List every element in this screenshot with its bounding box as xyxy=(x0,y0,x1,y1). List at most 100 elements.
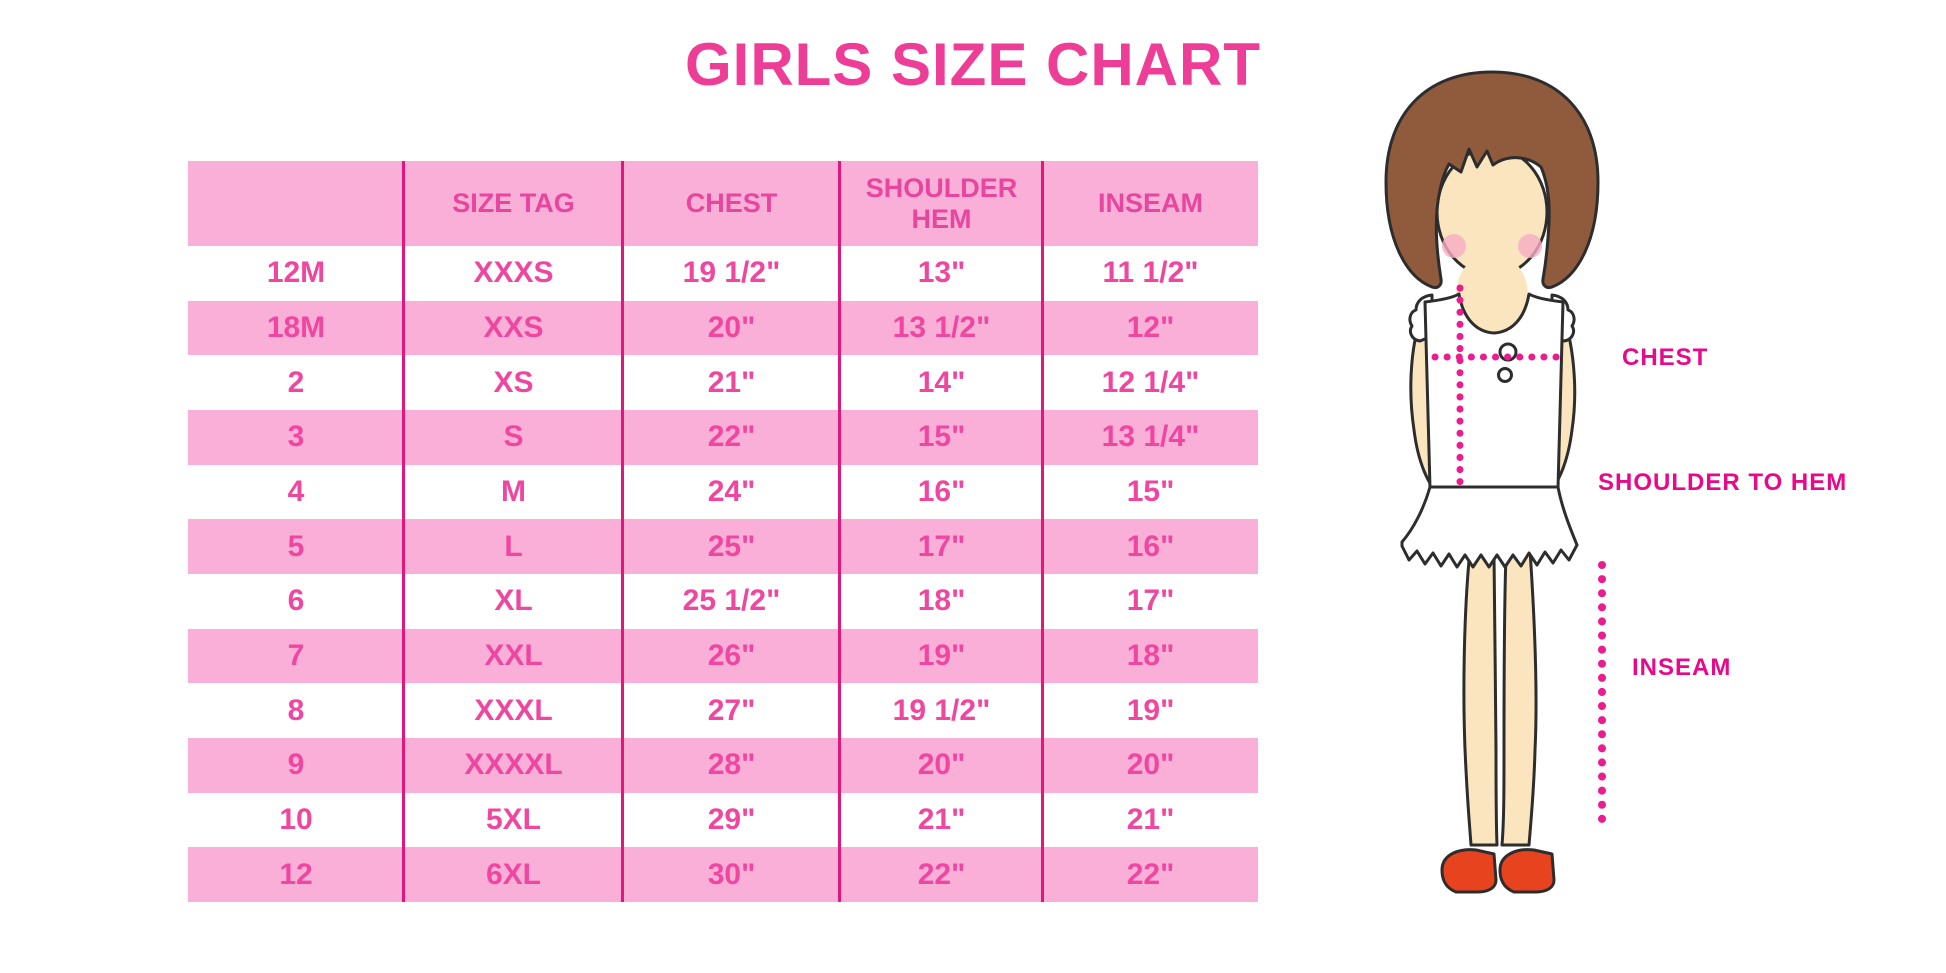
column-header-inseam: INSEAM xyxy=(1097,188,1203,218)
cell-size: 3 xyxy=(287,420,305,454)
cell-shoulder-hem: 18" xyxy=(917,584,966,618)
cell-shoulder-hem: 16" xyxy=(917,475,966,509)
inseam-label: INSEAM xyxy=(1632,654,1731,681)
girl-blush-left xyxy=(1442,234,1466,258)
cell-size: 4 xyxy=(287,475,305,509)
table-row: 6 XL 25 1/2" 18" 17" xyxy=(188,574,1258,629)
cell-inseam: 12" xyxy=(1126,311,1175,344)
cell-size-tag: XXXS xyxy=(473,256,554,290)
cell-size-tag: XXL xyxy=(484,639,543,673)
cell-chest: 20" xyxy=(707,311,756,344)
cell-inseam: 19" xyxy=(1126,693,1175,727)
column-divider xyxy=(1041,161,1044,902)
cell-inseam: 21" xyxy=(1126,803,1175,837)
cell-size: 2 xyxy=(287,365,305,399)
cell-shoulder-hem: 13" xyxy=(917,256,966,290)
cell-size-tag: XXS xyxy=(483,311,544,344)
table-row: 2 XS 21" 14" 12 1/4" xyxy=(188,355,1258,410)
table-header-row: SIZE TAG CHEST SHOULDER HEM INSEAM xyxy=(188,161,1258,246)
cell-chest: 25 1/2" xyxy=(682,584,781,618)
girl-hair-icon xyxy=(1384,70,1600,289)
girl-leg-right xyxy=(1500,548,1538,847)
table-row: 12 6XL 30" 22" 22" xyxy=(188,847,1258,903)
table-body: 12M XXXS 19 1/2" 13" 11 1/2" 18M XXS 20"… xyxy=(188,246,1258,903)
measurement-figure: CHEST SHOULDER TO HEM INSEAM xyxy=(1330,50,1890,930)
cell-size-tag: S xyxy=(503,420,524,454)
cell-shoulder-hem: 19 1/2" xyxy=(892,693,991,727)
cell-inseam: 12 1/4" xyxy=(1101,365,1200,399)
cell-chest: 30" xyxy=(707,857,756,891)
cell-shoulder-hem: 15" xyxy=(917,420,966,454)
table-row: 10 5XL 29" 21" 21" xyxy=(188,793,1258,848)
cell-size: 7 xyxy=(287,639,305,673)
cell-size-tag: L xyxy=(504,529,523,563)
cell-size: 12M xyxy=(266,256,326,290)
girl-top-button-2 xyxy=(1497,367,1513,383)
table-row: 9 XXXXL 28" 20" 20" xyxy=(188,738,1258,793)
column-header-size-tag: SIZE TAG xyxy=(452,188,575,218)
cell-inseam: 13 1/4" xyxy=(1101,420,1200,454)
column-divider xyxy=(621,161,624,902)
cell-shoulder-hem: 17" xyxy=(917,529,966,563)
girl-skirt xyxy=(1400,485,1579,569)
page-title: GIRLS SIZE CHART xyxy=(684,31,1261,98)
cell-inseam: 22" xyxy=(1126,857,1175,891)
cell-shoulder-hem: 14" xyxy=(917,365,966,399)
cell-size-tag: M xyxy=(501,475,526,509)
cell-shoulder-hem: 22" xyxy=(917,857,966,891)
girl-blush-right xyxy=(1518,234,1542,258)
cell-size-tag: XXXXL xyxy=(464,748,563,782)
column-divider xyxy=(402,161,405,902)
cell-size: 8 xyxy=(287,693,305,727)
cell-inseam: 11 1/2" xyxy=(1102,256,1199,290)
column-divider xyxy=(838,161,841,902)
girl-shoe-left xyxy=(1440,848,1498,894)
cell-chest: 27" xyxy=(707,693,756,727)
table-row: 5 L 25" 17" 16" xyxy=(188,519,1258,575)
table-row: 8 XXXL 27" 19 1/2" 19" xyxy=(188,683,1258,738)
cell-size-tag: XS xyxy=(493,365,534,399)
cell-size: 5 xyxy=(287,529,305,563)
cell-chest: 28" xyxy=(707,748,756,782)
cell-size-tag: 5XL xyxy=(485,803,542,837)
cell-chest: 26" xyxy=(707,639,756,673)
table-row: 4 M 24" 16" 15" xyxy=(188,465,1258,520)
cell-size: 10 xyxy=(279,803,313,837)
cell-inseam: 18" xyxy=(1126,639,1175,673)
cell-inseam: 15" xyxy=(1126,475,1175,509)
table-row: 7 XXL 26" 19" 18" xyxy=(188,628,1258,684)
cell-shoulder-hem: 20" xyxy=(917,748,966,782)
cell-chest: 29" xyxy=(707,803,756,837)
cell-chest: 22" xyxy=(707,420,756,454)
girl-chest-skin xyxy=(1456,253,1528,337)
chest-label: CHEST xyxy=(1622,344,1708,371)
cell-size-tag: XL xyxy=(494,584,533,618)
cell-inseam: 20" xyxy=(1126,748,1175,782)
table-row: 12M XXXS 19 1/2" 13" 11 1/2" xyxy=(188,246,1258,301)
cell-size: 6 xyxy=(287,584,305,618)
cell-size: 9 xyxy=(287,748,305,782)
girl-top xyxy=(1423,292,1565,490)
cell-chest: 24" xyxy=(707,475,756,509)
cell-chest: 21" xyxy=(707,365,756,399)
column-header-chest: CHEST xyxy=(685,188,778,218)
cell-shoulder-hem: 13 1/2" xyxy=(892,311,991,344)
cell-size-tag: 6XL xyxy=(485,857,542,891)
cell-chest: 19 1/2" xyxy=(682,256,781,290)
column-header-shoulder-hem: SHOULDER HEM xyxy=(865,172,1018,234)
table-row: 3 S 22" 15" 13 1/4" xyxy=(188,410,1258,465)
cell-chest: 25" xyxy=(707,529,756,563)
cell-size: 12 xyxy=(279,857,313,891)
cell-shoulder-hem: 21" xyxy=(917,803,966,837)
girl-leg-left xyxy=(1462,548,1499,847)
table-row: 18M XXS 20" 13 1/2" 12" xyxy=(188,300,1258,356)
cell-inseam: 16" xyxy=(1126,529,1175,563)
shoulder-to-hem-label: SHOULDER TO HEM xyxy=(1598,469,1847,496)
size-chart-table: SIZE TAG CHEST SHOULDER HEM INSEAM 12M X… xyxy=(188,161,1258,903)
cell-size: 18M xyxy=(266,311,326,344)
cell-shoulder-hem: 19" xyxy=(917,639,966,673)
cell-size-tag: XXXL xyxy=(474,693,553,727)
girl-shoe-right xyxy=(1498,848,1556,894)
cell-inseam: 17" xyxy=(1126,584,1175,618)
